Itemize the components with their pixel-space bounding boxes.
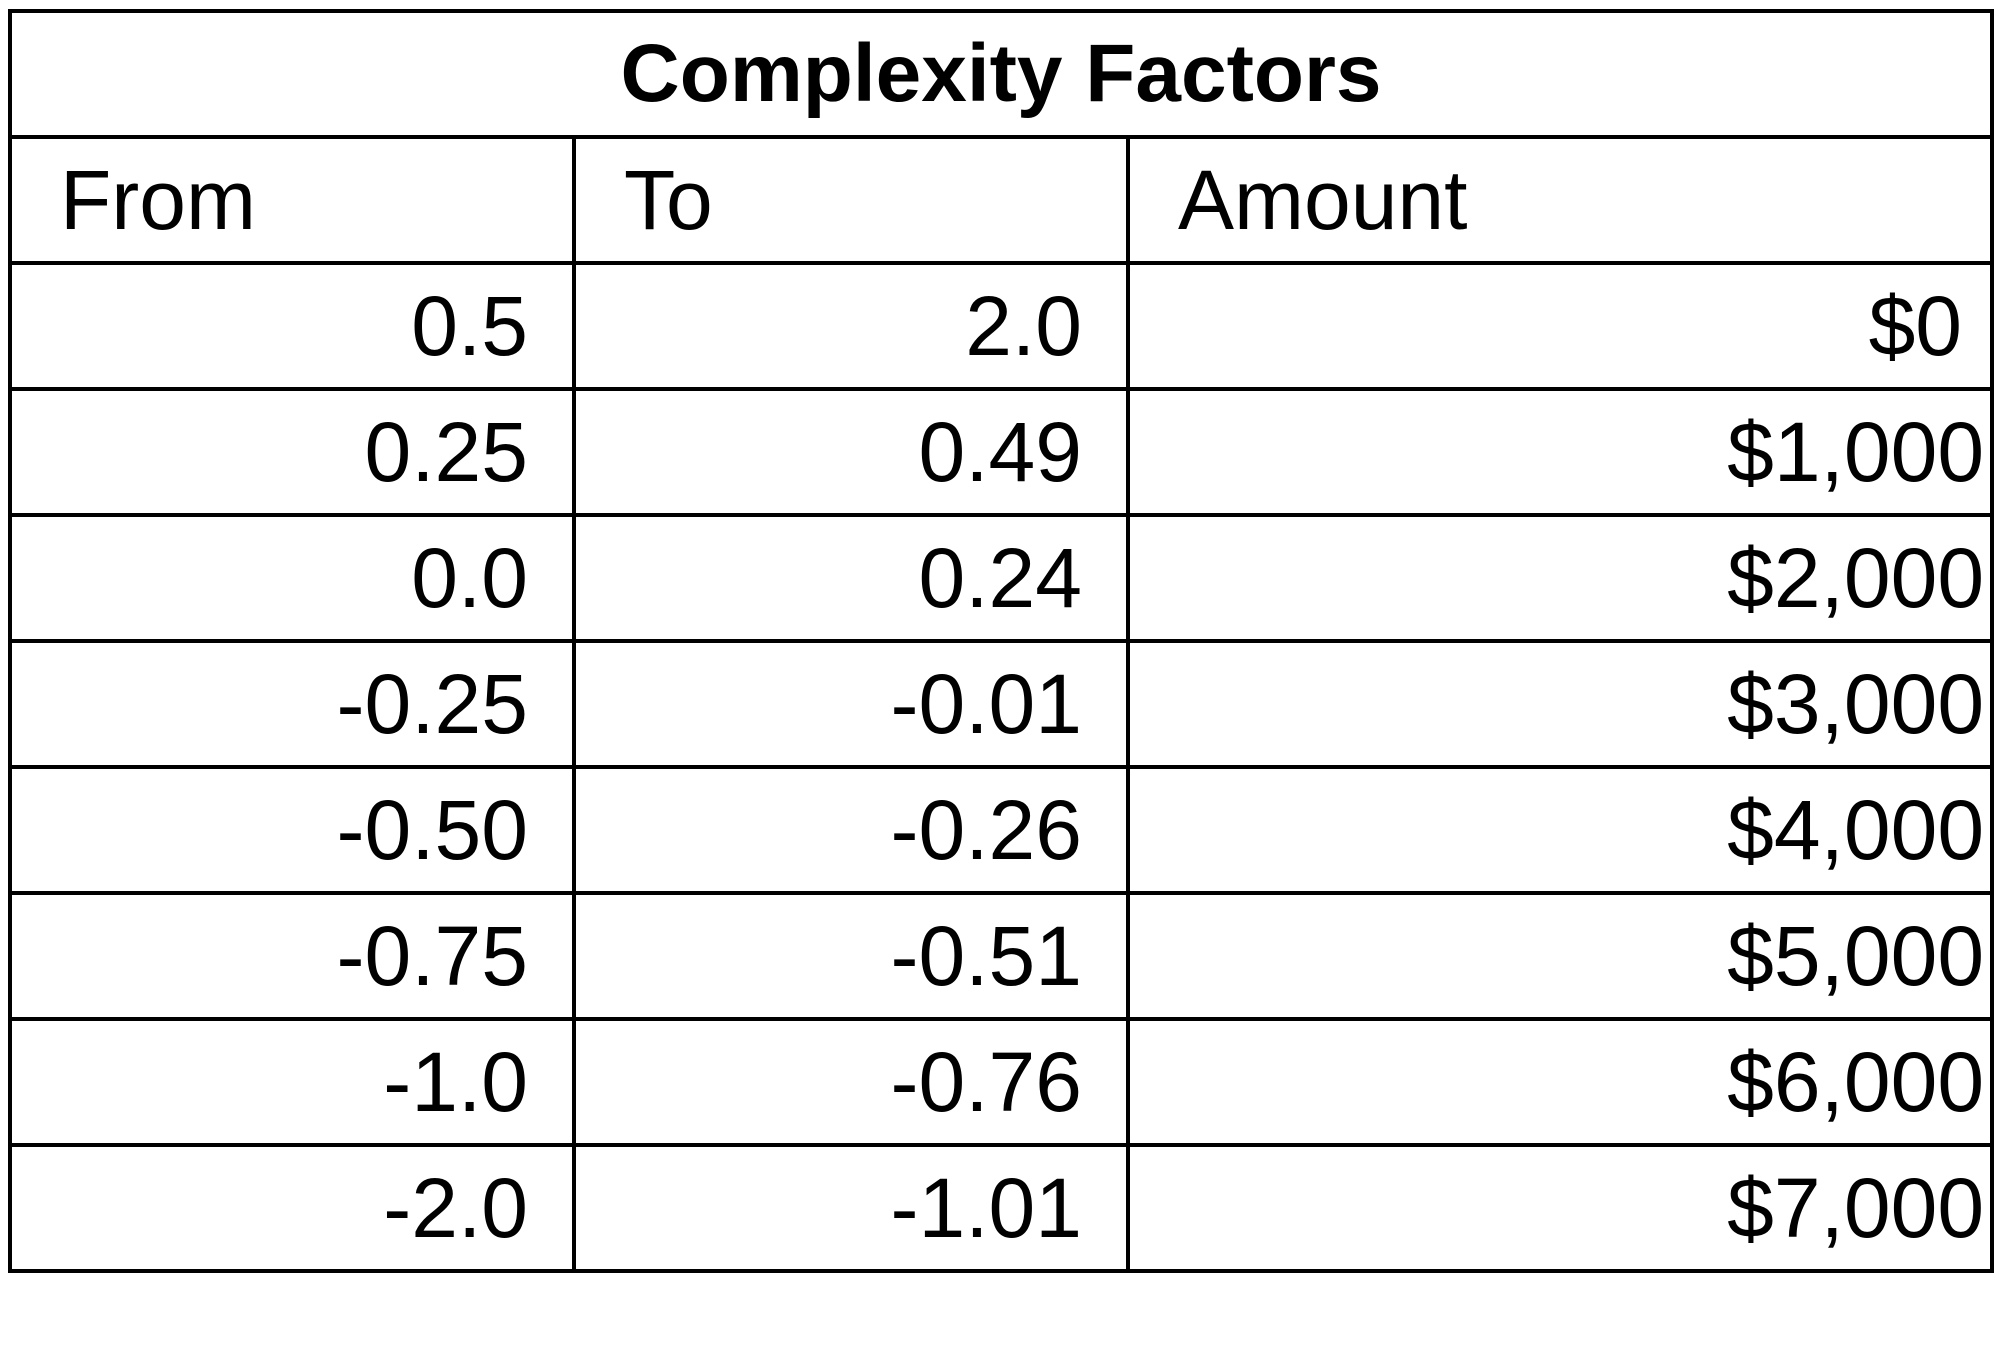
cell-from: -0.25 (8, 639, 576, 769)
table-row: -0.50 -0.26 $4,000 (8, 765, 1995, 895)
cell-to: -1.01 (572, 1143, 1130, 1273)
cell-to: -0.26 (572, 765, 1130, 895)
table-row: -0.25 -0.01 $3,000 (8, 639, 1995, 769)
table-title: Complexity Factors (7, 9, 1995, 139)
table-row: -2.0 -1.01 $7,000 (8, 1143, 1995, 1273)
cell-to: -0.51 (572, 891, 1130, 1021)
title-row: Complexity Factors (7, 9, 1995, 139)
cell-amount: $7,000 (1125, 1143, 1995, 1273)
cell-amount: $4,000 (1125, 765, 1995, 895)
header-to: To (572, 135, 1130, 265)
cell-from: 0.0 (8, 513, 576, 643)
cell-to: 2.0 (572, 261, 1130, 391)
table-row: -1.0 -0.76 $6,000 (8, 1017, 1995, 1147)
cell-from: 0.5 (8, 261, 576, 391)
cell-from: -0.50 (8, 765, 576, 895)
header-amount: Amount (1125, 135, 1995, 265)
table-row: 0.5 2.0 $0 (8, 261, 1995, 391)
cell-amount: $1,000 (1125, 387, 1995, 517)
cell-amount: $6,000 (1125, 1017, 1995, 1147)
cell-amount: $3,000 (1125, 639, 1995, 769)
cell-amount: $5,000 (1125, 891, 1995, 1021)
cell-to: 0.24 (572, 513, 1130, 643)
cell-from: 0.25 (8, 387, 576, 517)
cell-to: -0.01 (572, 639, 1130, 769)
cell-to: 0.49 (572, 387, 1130, 517)
cell-amount: $0 (1125, 261, 1995, 391)
table-row: 0.25 0.49 $1,000 (8, 387, 1995, 517)
cell-to: -0.76 (572, 1017, 1130, 1147)
cell-from: -0.75 (8, 891, 576, 1021)
table-row: 0.0 0.24 $2,000 (8, 513, 1995, 643)
header-row: From To Amount (8, 135, 1995, 265)
complexity-factors-table: Complexity Factors From To Amount 0.5 2.… (7, 9, 1995, 1273)
table-row: -0.75 -0.51 $5,000 (8, 891, 1995, 1021)
cell-amount: $2,000 (1125, 513, 1995, 643)
header-from: From (8, 135, 576, 265)
cell-from: -2.0 (8, 1143, 576, 1273)
cell-from: -1.0 (8, 1017, 576, 1147)
